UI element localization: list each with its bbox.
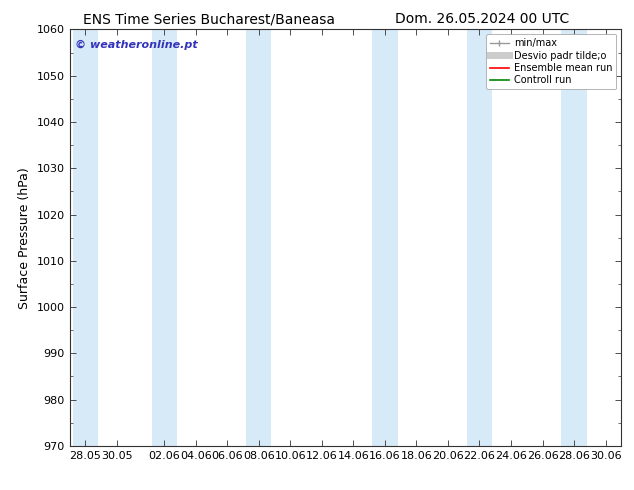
Text: Dom. 26.05.2024 00 UTC: Dom. 26.05.2024 00 UTC: [395, 12, 569, 26]
Bar: [467, 29, 492, 446]
Bar: [372, 29, 398, 446]
Text: ENS Time Series Bucharest/Baneasa: ENS Time Series Bucharest/Baneasa: [83, 12, 335, 26]
Bar: [562, 29, 586, 446]
Y-axis label: Surface Pressure (hPa): Surface Pressure (hPa): [18, 167, 31, 309]
Legend: min/max, Desvio padr tilde;o, Ensemble mean run, Controll run: min/max, Desvio padr tilde;o, Ensemble m…: [486, 34, 616, 89]
Bar: [246, 29, 271, 446]
Bar: [152, 29, 177, 446]
Bar: [73, 29, 98, 446]
Text: © weatheronline.pt: © weatheronline.pt: [75, 40, 198, 50]
